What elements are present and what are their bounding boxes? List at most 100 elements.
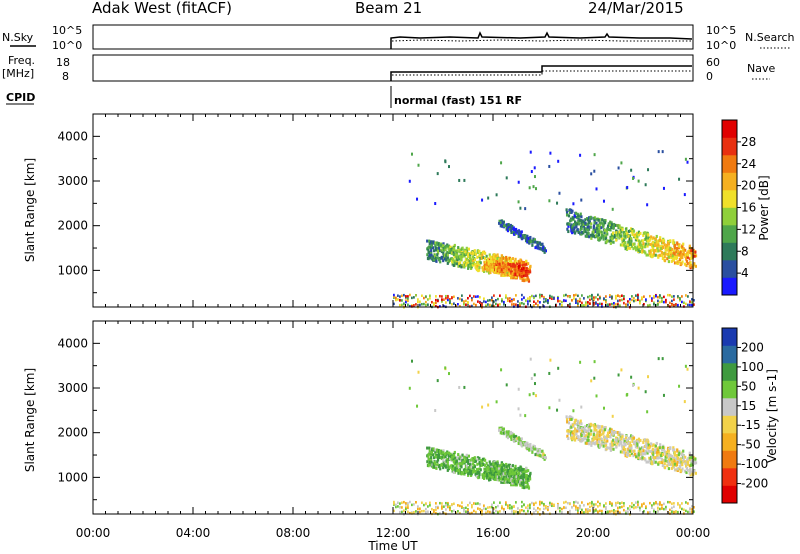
power-cell [452,253,455,257]
power-cell [483,297,485,300]
velocity-cell [583,504,585,507]
power-cell [522,261,525,265]
velocity-cell [605,436,609,440]
velocity-cell [505,503,507,506]
velocity-cell [621,501,623,504]
velocity-cell [636,442,639,446]
velocity-cell [639,450,642,454]
power-cell [542,246,545,250]
velocity-cell [637,449,640,453]
power-cell [430,253,433,257]
power-cell [504,264,507,268]
power-cell [620,161,623,165]
velocity-cell [682,449,685,453]
velocity-cell [476,462,479,466]
velocity-cell [568,418,572,422]
velocity-cell [489,510,491,514]
velocity-cell [435,502,437,505]
power-cell [602,237,605,241]
power-cell [653,301,655,305]
power-cell [477,295,479,298]
power-cell [517,270,520,274]
power-cell [502,261,505,265]
power-cell [443,304,445,308]
velocity-cell [519,437,522,441]
velocity-cell [473,456,476,460]
velocity-cell [539,449,542,453]
power-colorbar-swatch [722,120,737,138]
velocity-cell [678,465,682,469]
velocity-cell [637,446,641,450]
power-cell [452,259,455,263]
velocity-cell [461,505,463,508]
power-cell [597,218,600,222]
velocity-cell [523,509,525,513]
power-cell [666,247,669,251]
power-cell [577,294,579,298]
power-cell [613,224,616,228]
power-cell [557,159,560,163]
velocity-cell [657,462,660,466]
power-cell [576,222,579,226]
power-cell [551,295,553,299]
velocity-cell [417,507,419,511]
velocity-cell [602,429,605,433]
power-cell [519,272,523,276]
velocity-cell [477,502,479,505]
velocity-cell [449,464,452,468]
power-cell [628,234,632,238]
power-cell [474,265,477,269]
power-cell [437,246,441,250]
velocity-cell [620,368,623,372]
power-cell [629,297,631,301]
velocity-cell [515,475,518,479]
power-cell [523,296,525,299]
velocity-cell [515,482,518,486]
velocity-cell [457,504,459,507]
velocity-cell [463,468,466,472]
velocity-cell [502,480,505,484]
power-cell [565,293,567,297]
power-cell [444,248,447,252]
power-cell [606,232,609,236]
velocity-cell [689,454,692,458]
velocity-cell [486,469,489,473]
velocity-cell [694,461,698,465]
power-cell [511,257,514,261]
power-cell [599,237,602,241]
power-cell [693,254,696,258]
power-cell [579,153,582,157]
power-ytick-label: 4000 [57,129,88,143]
velocity-cell [463,460,466,464]
power-cell [496,256,499,260]
velocity-cell [658,460,661,464]
power-cell [452,258,455,262]
velocity-cell [445,465,448,469]
velocity-cell [594,437,597,441]
power-cell [660,246,663,250]
velocity-cell [593,503,595,506]
power-cell [584,218,587,222]
velocity-cell [650,442,653,446]
velocity-cell [483,463,487,467]
power-cell [644,245,647,249]
power-cell [585,303,587,307]
velocity-cell [506,434,509,438]
power-cell [480,256,483,260]
velocity-cell [651,451,654,455]
velocity-cell [473,502,475,505]
velocity-cell [659,455,662,459]
velocity-cell [667,453,670,457]
power-cell [683,253,686,257]
power-cell [589,298,591,302]
power-cell [592,224,596,228]
power-cell [570,218,573,222]
power-cell [582,231,585,235]
velocity-cell [504,471,507,475]
power-cell [470,265,473,269]
velocity-cell [527,485,530,489]
velocity-cell [610,433,613,437]
velocity-cell [510,472,513,476]
velocity-cell [591,500,593,504]
